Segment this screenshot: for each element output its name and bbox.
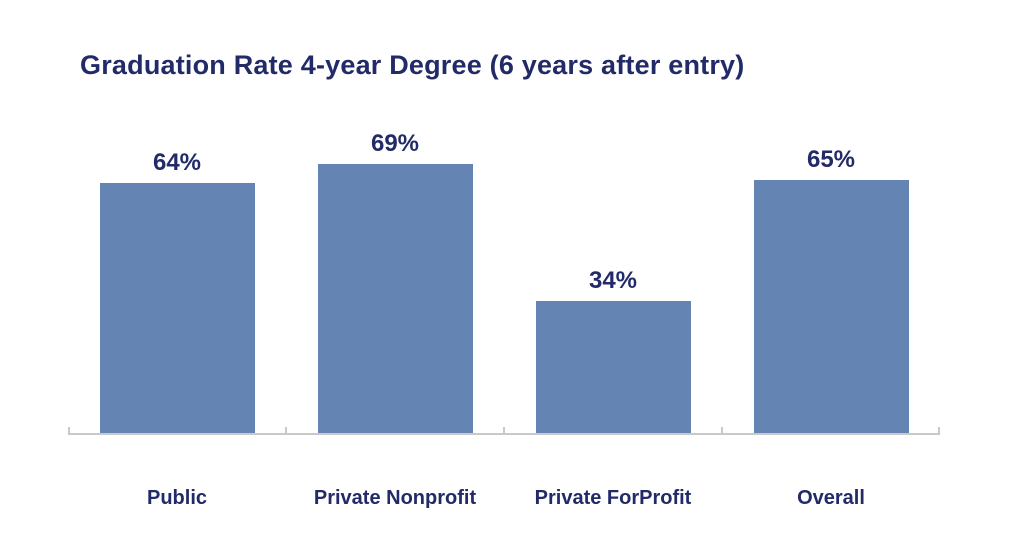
category-label-public: Public	[146, 487, 207, 509]
slot-public: 64%	[68, 42, 286, 435]
x-axis-line	[68, 433, 940, 435]
bar-public	[99, 183, 255, 435]
slot-private-nonprofit: 69%	[286, 42, 504, 435]
bar-group-public: 64%	[99, 42, 255, 435]
slot-overall: 65%	[722, 42, 940, 435]
axis-tick	[503, 427, 505, 435]
plot-area: 64% 69% 34% 65%	[68, 42, 940, 435]
value-label-public: 64%	[152, 149, 202, 177]
axis-tick	[721, 427, 723, 435]
axis-tick	[938, 427, 940, 435]
category-label-private-forprofit: Private ForProfit	[534, 487, 692, 509]
category-label-overall: Overall	[797, 487, 865, 509]
bar-group-private-nonprofit: 69%	[317, 42, 473, 435]
bar-overall	[753, 179, 909, 435]
bar-private-nonprofit	[317, 163, 473, 435]
axis-tick	[68, 427, 70, 435]
axis-tick	[285, 427, 287, 435]
chart-title: Graduation Rate 4-year Degree (6 years a…	[80, 50, 745, 80]
slot-private-forprofit: 34%	[504, 42, 722, 435]
bar-group-overall: 65%	[753, 42, 909, 435]
category-label-private-nonprofit: Private Nonprofit	[313, 487, 477, 509]
bar-group-private-forprofit: 34%	[535, 42, 691, 435]
value-label-overall: 65%	[806, 145, 856, 173]
category-labels: Public Private Nonprofit Private ForProf…	[68, 487, 940, 510]
value-label-private-nonprofit: 69%	[370, 129, 420, 157]
bar-private-forprofit	[535, 301, 691, 435]
value-label-private-forprofit: 34%	[588, 267, 638, 295]
bar-slots: 64% 69% 34% 65%	[68, 42, 940, 435]
